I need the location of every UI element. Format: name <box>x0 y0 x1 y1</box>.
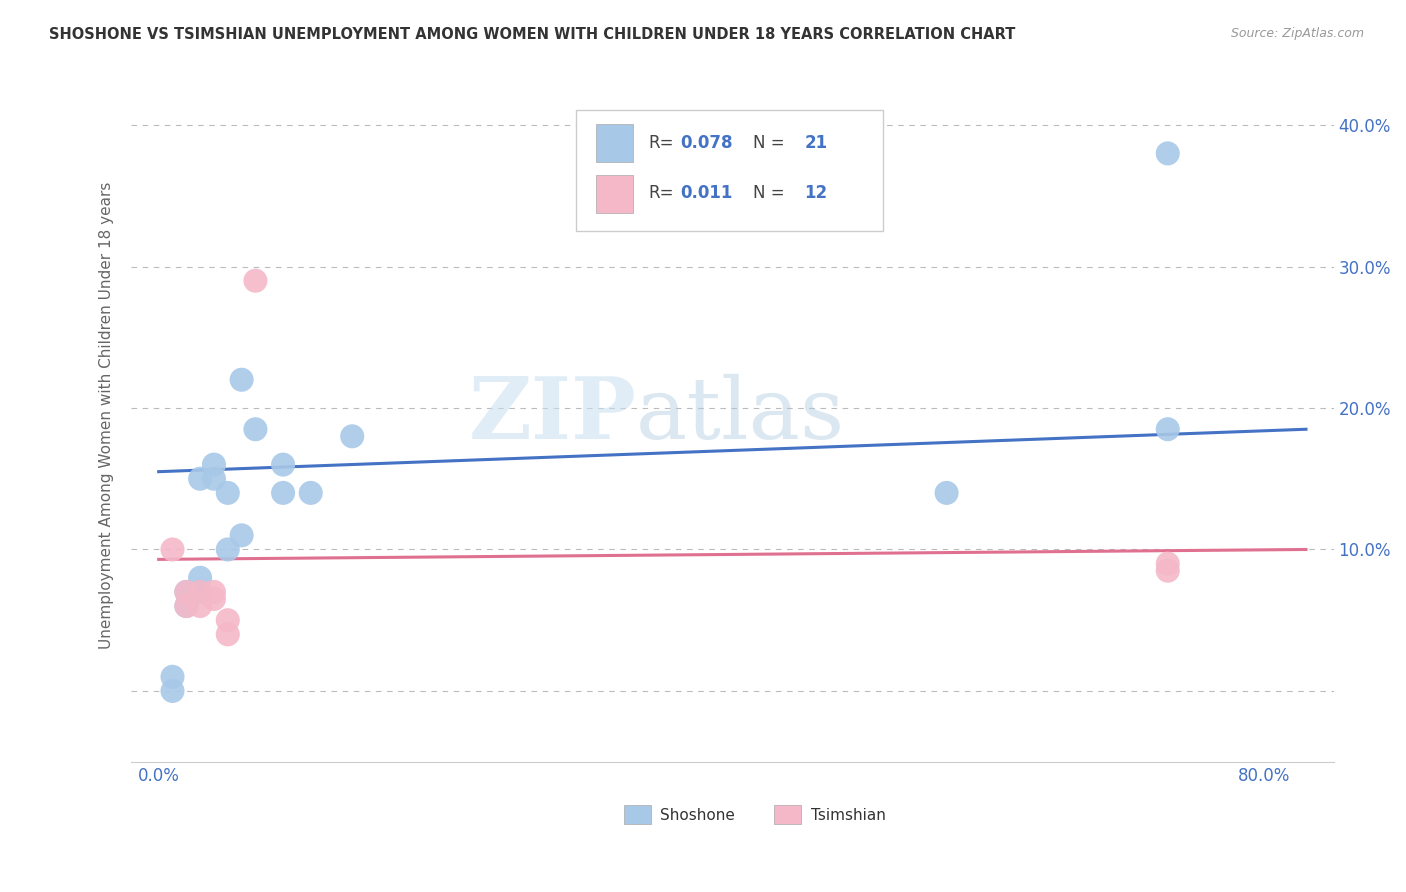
Point <box>217 613 239 627</box>
Text: 21: 21 <box>804 135 828 153</box>
Point <box>202 458 225 472</box>
Point <box>231 528 253 542</box>
Point <box>176 585 198 599</box>
Point <box>231 373 253 387</box>
Point <box>162 670 184 684</box>
Y-axis label: Unemployment Among Women with Children Under 18 years: Unemployment Among Women with Children U… <box>100 181 114 648</box>
Point <box>176 585 198 599</box>
Point <box>271 486 294 500</box>
Text: SHOSHONE VS TSIMSHIAN UNEMPLOYMENT AMONG WOMEN WITH CHILDREN UNDER 18 YEARS CORR: SHOSHONE VS TSIMSHIAN UNEMPLOYMENT AMONG… <box>49 27 1015 42</box>
Text: N =: N = <box>752 135 785 153</box>
Point <box>245 274 267 288</box>
Text: N =: N = <box>752 185 785 202</box>
Point <box>162 542 184 557</box>
Point <box>176 599 198 613</box>
Point <box>217 486 239 500</box>
Point <box>188 571 211 585</box>
Point <box>202 585 225 599</box>
Point <box>202 592 225 607</box>
Text: atlas: atlas <box>636 374 845 457</box>
Point <box>1157 564 1180 578</box>
Point <box>162 684 184 698</box>
Text: 12: 12 <box>804 185 828 202</box>
FancyBboxPatch shape <box>576 110 883 231</box>
Text: ZIP: ZIP <box>468 373 636 457</box>
Point <box>1157 146 1180 161</box>
Text: R=: R= <box>648 135 673 153</box>
Point <box>217 627 239 641</box>
Point <box>188 599 211 613</box>
Point <box>188 472 211 486</box>
Point <box>217 542 239 557</box>
Point <box>299 486 322 500</box>
FancyBboxPatch shape <box>596 175 633 212</box>
Point <box>176 599 198 613</box>
Point <box>202 472 225 486</box>
Text: Shoshone: Shoshone <box>661 808 735 823</box>
Text: 0.078: 0.078 <box>681 135 733 153</box>
Point <box>188 585 211 599</box>
FancyBboxPatch shape <box>596 124 633 162</box>
Point <box>188 585 211 599</box>
Point <box>1157 557 1180 571</box>
Point <box>1157 422 1180 436</box>
Text: 0.011: 0.011 <box>681 185 733 202</box>
Point <box>271 458 294 472</box>
Point <box>935 486 957 500</box>
Text: Tsimshian: Tsimshian <box>810 808 886 823</box>
Point <box>340 429 363 443</box>
Text: R=: R= <box>648 185 673 202</box>
Point <box>245 422 267 436</box>
FancyBboxPatch shape <box>624 805 651 824</box>
FancyBboxPatch shape <box>775 805 801 824</box>
Text: Source: ZipAtlas.com: Source: ZipAtlas.com <box>1230 27 1364 40</box>
